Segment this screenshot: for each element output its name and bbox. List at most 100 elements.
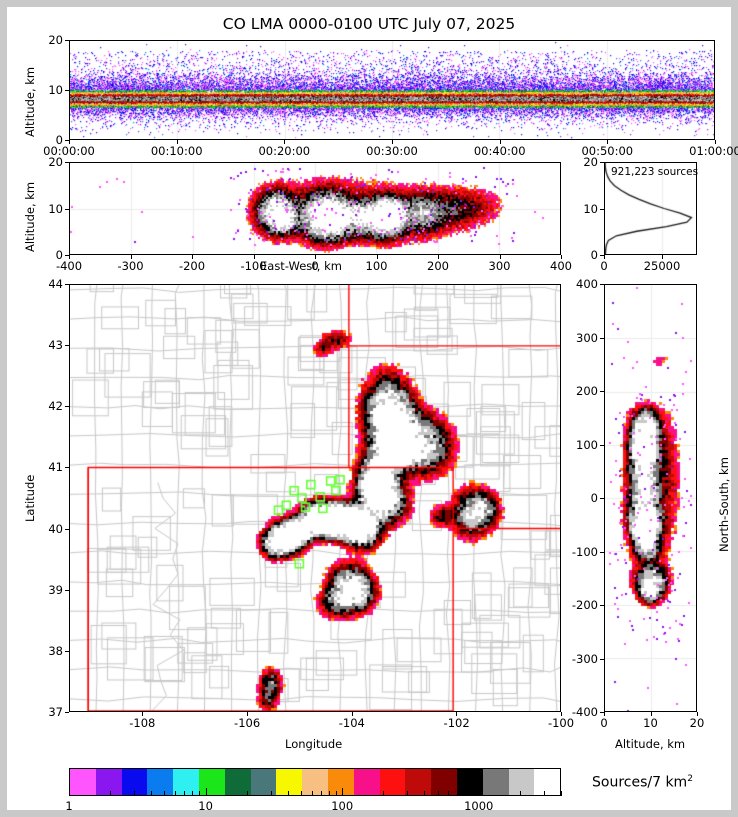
tick-hist-y: [600, 255, 604, 256]
time-xtick-0: 00:00:00: [43, 144, 95, 158]
ew-xtick-0: 0: [311, 259, 319, 273]
ew-xtick--200: -200: [178, 259, 206, 273]
tick-ew-x: [69, 255, 70, 259]
colorbar-swatch-16: [482, 769, 509, 795]
colorbar-tick: [561, 791, 562, 796]
tick-ns-y: [600, 284, 604, 285]
tick-ns-x: [697, 712, 698, 716]
ew-xtick-300: 300: [488, 259, 511, 273]
colorbar-tick: [311, 791, 313, 796]
colorbar-swatch-1: [95, 769, 122, 795]
map-ytick-37: 37: [48, 705, 63, 719]
colorbar-label: Sources/7 km2: [592, 774, 693, 791]
time-xtick-2: 00:20:00: [258, 144, 311, 158]
colorbar-swatch-11: [353, 769, 380, 795]
colorbar-swatch-13: [405, 769, 432, 795]
tick-ns-y: [600, 391, 604, 392]
colorbar-ticklabel-1000: 1000: [464, 799, 494, 813]
panel-north-south-xlabel: Altitude, km: [615, 737, 686, 751]
map-ytick-39: 39: [48, 582, 63, 597]
ew-ytick-20: 20: [48, 155, 63, 169]
tick-map-x: [351, 712, 353, 716]
colorbar-swatch-14: [431, 769, 457, 795]
map-xtick--102: -102: [443, 716, 470, 730]
colorbar-tick: [270, 791, 272, 796]
ns-ytick--400: -400: [571, 705, 598, 719]
tick-ew-x: [192, 255, 193, 259]
colorbar-swatch-12: [379, 769, 406, 795]
map-xtick--106: -106: [234, 716, 261, 730]
colorbar-tick: [164, 791, 166, 796]
tick-time-x: [715, 140, 716, 144]
map-ytick-38: 38: [48, 643, 63, 658]
colorbar-swatch-18: [534, 769, 561, 795]
colorbar-swatch-10: [327, 769, 354, 795]
panel-map-ylabel: Latitude: [23, 474, 37, 522]
map-ytick-42: 42: [48, 399, 63, 414]
lma-figure: CO LMA 0000-0100 UTC July 07, 2025 Altit…: [7, 7, 738, 813]
tick-ew-y: [65, 255, 69, 256]
colorbar-swatch-4: [173, 769, 199, 795]
colorbar-tick: [134, 791, 136, 796]
tick-time-x: [69, 140, 70, 144]
colorbar-tick: [407, 791, 409, 796]
ew-xtick--100: -100: [240, 259, 267, 273]
tick-map-y: [65, 650, 69, 652]
colorbar-tick: [151, 791, 153, 796]
colorbar: [69, 768, 561, 796]
tick-map-y: [65, 345, 69, 347]
tick-map-x: [246, 712, 248, 716]
ew-xtick-400: 400: [550, 259, 572, 273]
colorbar-swatch-2: [121, 769, 148, 795]
tick-time-x: [499, 140, 501, 144]
colorbar-swatch-15: [456, 769, 483, 795]
colorbar-tick: [199, 791, 201, 796]
hist-ytick-20: 20: [583, 155, 598, 169]
colorbar-tick: [383, 791, 385, 796]
colorbar-swatch-9: [302, 769, 328, 795]
tick-map-y: [65, 528, 69, 530]
tick-ns-y: [600, 444, 604, 446]
tick-map-y: [65, 406, 69, 408]
time-xtick-1: 00:10:00: [150, 144, 203, 158]
figure-title: CO LMA 0000-0100 UTC July 07, 2025: [222, 15, 516, 33]
panel-altitude-histogram: [604, 162, 697, 255]
colorbar-tick: [472, 791, 474, 796]
colorbar-swatch-7: [250, 769, 277, 795]
tick-map-y: [65, 284, 69, 285]
tick-time-x: [176, 140, 178, 144]
colorbar-tick: [465, 791, 467, 796]
time-xtick-4: 00:40:00: [473, 144, 526, 158]
ns-xtick-10: 10: [643, 716, 658, 730]
colorbar-tick: [457, 791, 459, 796]
time-xtick-3: 00:30:00: [366, 144, 418, 158]
tick-time-y: [65, 90, 69, 91]
colorbar-tick: [448, 791, 450, 796]
tick-ew-x: [376, 255, 378, 259]
panel-north-south-ylabel: North-South, km: [717, 457, 731, 552]
tick-map-y: [65, 467, 69, 469]
colorbar-tick: [69, 788, 70, 796]
colorbar-tick: [287, 791, 289, 796]
tick-ns-y: [600, 498, 604, 499]
map-ytick-41: 41: [48, 460, 63, 475]
colorbar-label-exponent: 2: [687, 774, 693, 784]
hist-xtick-25000: 25000: [643, 259, 681, 273]
time-ytick-0: 0: [55, 133, 63, 147]
time-ytick-10: 10: [48, 83, 63, 97]
tick-ew-x: [438, 255, 439, 259]
colorbar-tick: [301, 791, 303, 796]
tick-time-x: [607, 140, 609, 144]
tick-map-y: [65, 712, 69, 713]
colorbar-ticklabel-100: 100: [331, 799, 354, 813]
tick-hist-x: [604, 255, 605, 259]
colorbar-tick: [184, 791, 186, 796]
ns-ytick-300: 300: [576, 330, 598, 345]
tick-map-y: [65, 589, 69, 591]
panel-time-height: [69, 40, 715, 140]
ew-ytick-0: 0: [55, 248, 63, 262]
panel-time-height-ylabel: Altitude, km: [23, 66, 37, 137]
colorbar-tick: [342, 788, 344, 796]
ns-ytick-200: 200: [576, 384, 598, 398]
time-xtick-6: 01:00:00: [689, 144, 738, 158]
